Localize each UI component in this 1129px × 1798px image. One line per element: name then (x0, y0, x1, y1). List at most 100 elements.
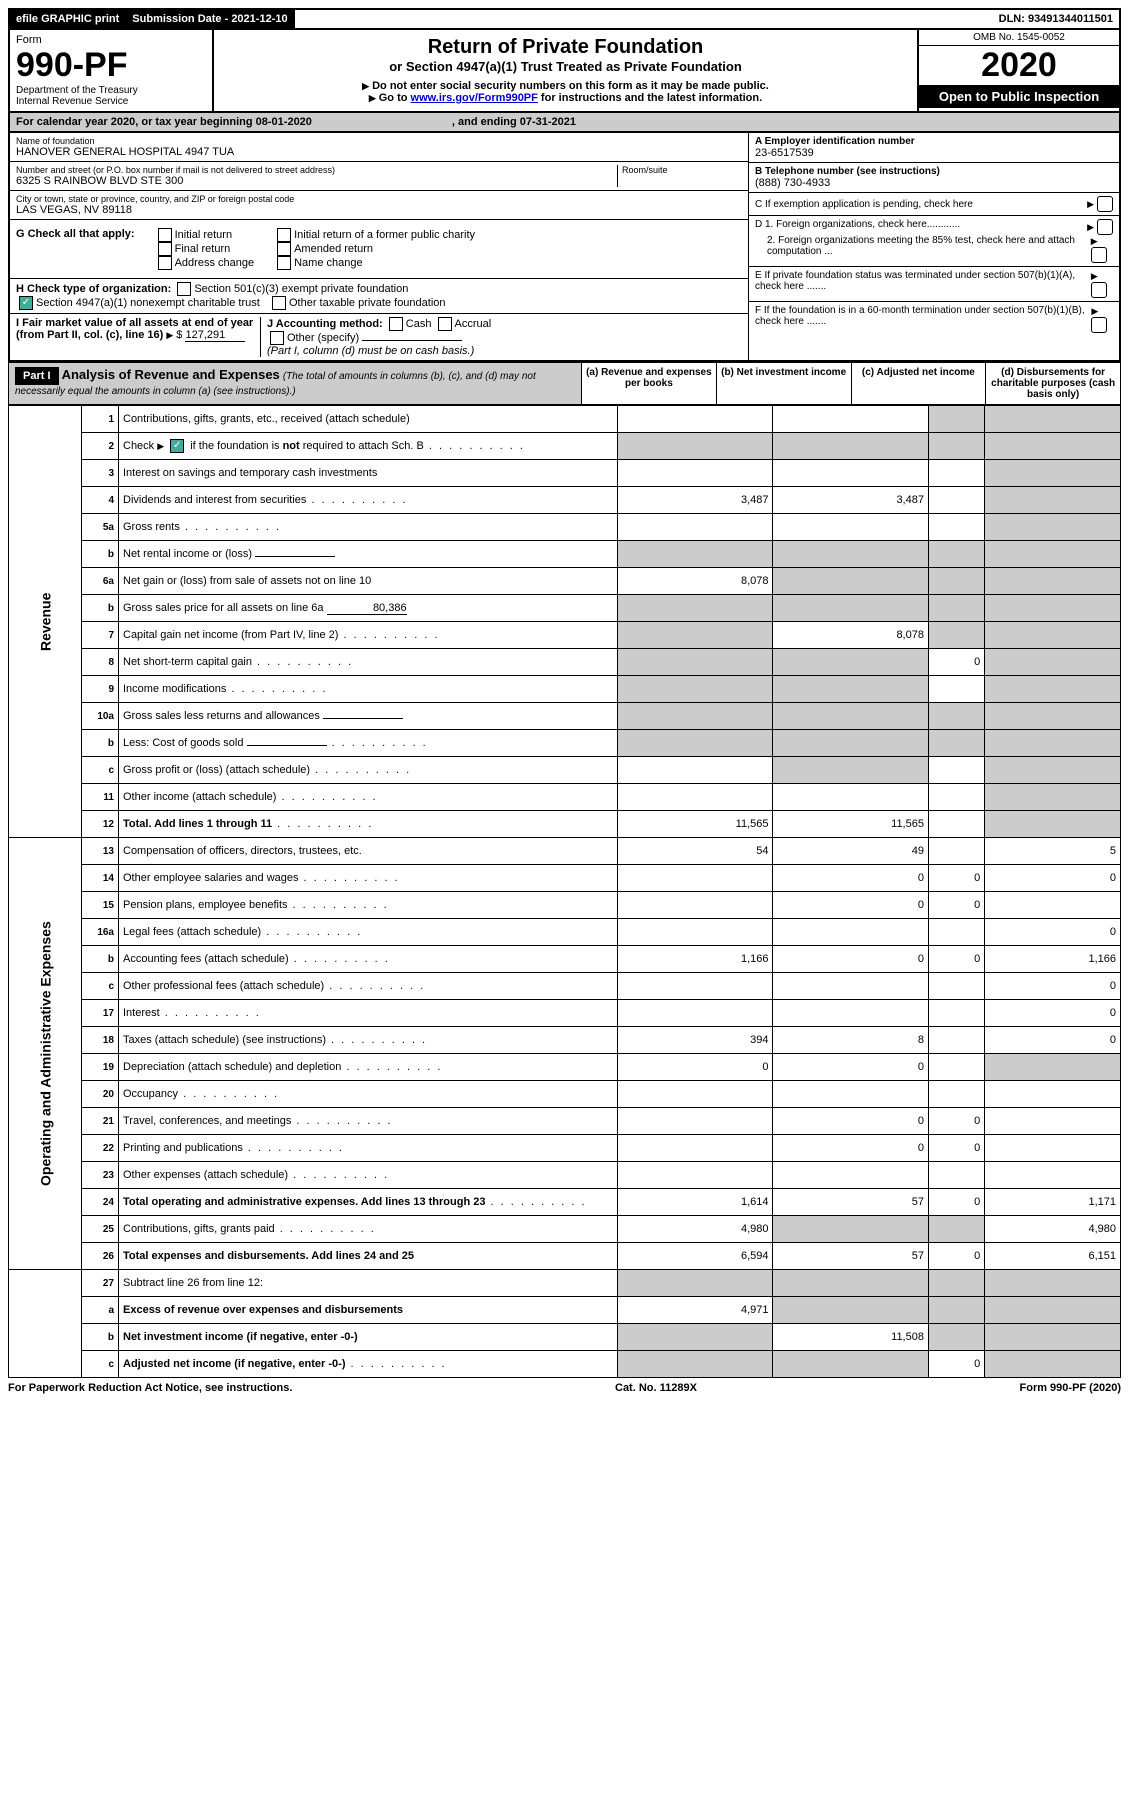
cell-a (618, 649, 773, 676)
form-title: Return of Private Foundation (220, 36, 911, 59)
line-description: Other expenses (attach schedule) (119, 1162, 618, 1189)
city-state-zip: LAS VEGAS, NV 89118 (16, 204, 742, 216)
form-ref: Form 990-PF (2020) (1020, 1382, 1121, 1394)
cell-b (773, 973, 928, 1000)
cell-c: 0 (928, 649, 984, 676)
cell-a (618, 1108, 773, 1135)
cell-c (928, 838, 984, 865)
line-number: 25 (82, 1216, 119, 1243)
line-description: Adjusted net income (if negative, enter … (119, 1351, 618, 1378)
table-row: 14Other employee salaries and wages000 (9, 865, 1121, 892)
efile-print-button[interactable]: efile GRAPHIC print (10, 10, 126, 28)
cell-a (618, 433, 773, 460)
col-b-header: (b) Net investment income (716, 363, 851, 404)
line-number: 23 (82, 1162, 119, 1189)
table-row: cGross profit or (loss) (attach schedule… (9, 757, 1121, 784)
table-row: 4Dividends and interest from securities3… (9, 487, 1121, 514)
line-number: 1 (82, 406, 119, 433)
dept-treasury: Department of the Treasury (16, 85, 206, 96)
open-public-badge: Open to Public Inspection (919, 85, 1119, 108)
table-row: 21Travel, conferences, and meetings00 (9, 1108, 1121, 1135)
cell-a (618, 730, 773, 757)
cell-b: 0 (773, 946, 928, 973)
cell-c (928, 973, 984, 1000)
street-address: 6325 S RAINBOW BLVD STE 300 (16, 175, 617, 187)
e-checkbox[interactable] (1091, 282, 1107, 298)
cell-b (773, 784, 928, 811)
line-description: Net short-term capital gain (119, 649, 618, 676)
d2-checkbox[interactable] (1091, 247, 1107, 263)
cell-c (928, 595, 984, 622)
amended-return-checkbox[interactable] (277, 242, 291, 256)
initial-return-checkbox[interactable] (158, 228, 172, 242)
c-checkbox[interactable] (1097, 196, 1113, 212)
table-row: Revenue1Contributions, gifts, grants, et… (9, 406, 1121, 433)
cell-dd (985, 487, 1121, 514)
cell-dd: 5 (985, 838, 1121, 865)
cell-dd (985, 1324, 1121, 1351)
line-number: 24 (82, 1189, 119, 1216)
cell-a (618, 892, 773, 919)
cell-b (773, 649, 928, 676)
cell-c (928, 433, 984, 460)
cell-c (928, 1162, 984, 1189)
d1-checkbox[interactable] (1097, 219, 1113, 235)
address-change-checkbox[interactable] (158, 256, 172, 270)
h-4947-checkbox[interactable] (19, 296, 33, 310)
cell-b: 57 (773, 1243, 928, 1270)
cell-a: 54 (618, 838, 773, 865)
cell-c (928, 1081, 984, 1108)
cell-dd (985, 757, 1121, 784)
table-row: 9Income modifications (9, 676, 1121, 703)
cell-a: 6,594 (618, 1243, 773, 1270)
h-label: H Check type of organization: (16, 283, 171, 295)
cell-b (773, 568, 928, 595)
cell-c: 0 (928, 1135, 984, 1162)
cell-c (928, 1270, 984, 1297)
cell-a: 4,980 (618, 1216, 773, 1243)
line-number: 3 (82, 460, 119, 487)
cell-dd: 0 (985, 973, 1121, 1000)
cell-a (618, 460, 773, 487)
cell-c: 0 (928, 1243, 984, 1270)
instructions-link[interactable]: www.irs.gov/Form990PF (411, 92, 538, 104)
note-goto: Go to www.irs.gov/Form990PF for instruct… (220, 92, 911, 104)
cell-a (618, 757, 773, 784)
cell-b (773, 703, 928, 730)
cell-a (618, 514, 773, 541)
initial-former-checkbox[interactable] (277, 228, 291, 242)
line-description: Contributions, gifts, grants, etc., rece… (119, 406, 618, 433)
phone-value: (888) 730-4933 (755, 177, 1113, 189)
cell-dd: 4,980 (985, 1216, 1121, 1243)
note-ssn: Do not enter social security numbers on … (220, 80, 911, 92)
h-501c3-checkbox[interactable] (177, 282, 191, 296)
table-row: 5aGross rents (9, 514, 1121, 541)
cell-b: 0 (773, 1054, 928, 1081)
cell-c: 0 (928, 946, 984, 973)
other-method-checkbox[interactable] (270, 331, 284, 345)
cell-dd: 0 (985, 865, 1121, 892)
cell-c (928, 406, 984, 433)
line-number: 27 (82, 1270, 119, 1297)
final-return-checkbox[interactable] (158, 242, 172, 256)
cell-dd (985, 1351, 1121, 1378)
cell-c (928, 730, 984, 757)
cell-c (928, 1297, 984, 1324)
table-row: 20Occupancy (9, 1081, 1121, 1108)
cell-b: 0 (773, 1135, 928, 1162)
form-number: 990-PF (16, 46, 206, 85)
accrual-checkbox[interactable] (438, 317, 452, 331)
ein-value: 23-6517539 (755, 147, 1113, 159)
cash-checkbox[interactable] (389, 317, 403, 331)
analysis-table: Revenue1Contributions, gifts, grants, et… (8, 405, 1121, 1378)
h-other-checkbox[interactable] (272, 296, 286, 310)
cell-c (928, 811, 984, 838)
f-checkbox[interactable] (1091, 317, 1107, 333)
line-description: Net gain or (loss) from sale of assets n… (119, 568, 618, 595)
name-change-checkbox[interactable] (277, 256, 291, 270)
cell-dd (985, 703, 1121, 730)
cell-b: 49 (773, 838, 928, 865)
table-row: bLess: Cost of goods sold (9, 730, 1121, 757)
cell-b (773, 514, 928, 541)
line-number: 11 (82, 784, 119, 811)
